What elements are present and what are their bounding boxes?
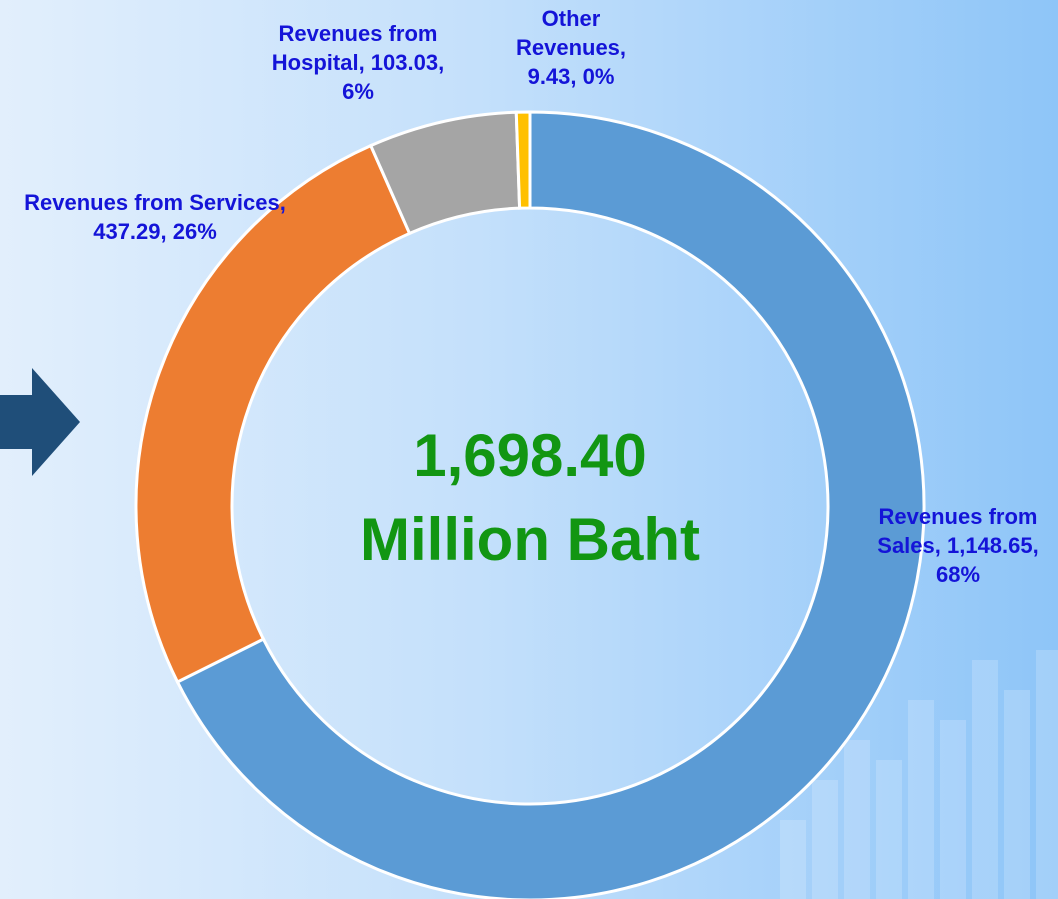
data-label: Revenues from Hospital, 103.03, 6% [271, 21, 445, 104]
arrow [0, 368, 80, 476]
donut-slice [175, 110, 926, 899]
data-label: Other Revenues, 9.43, 0% [515, 6, 627, 89]
decor-bars [780, 650, 1058, 899]
data-label: Revenues from Services, 437.29, 26% [24, 190, 286, 244]
donut-slice [134, 143, 412, 684]
center-subtitle: Million Baht [360, 506, 700, 573]
center-value: 1,698.40 [413, 422, 647, 489]
data-label: Revenues from Sales, 1,148.65, 68% [877, 504, 1039, 587]
donut-slice [514, 110, 532, 210]
